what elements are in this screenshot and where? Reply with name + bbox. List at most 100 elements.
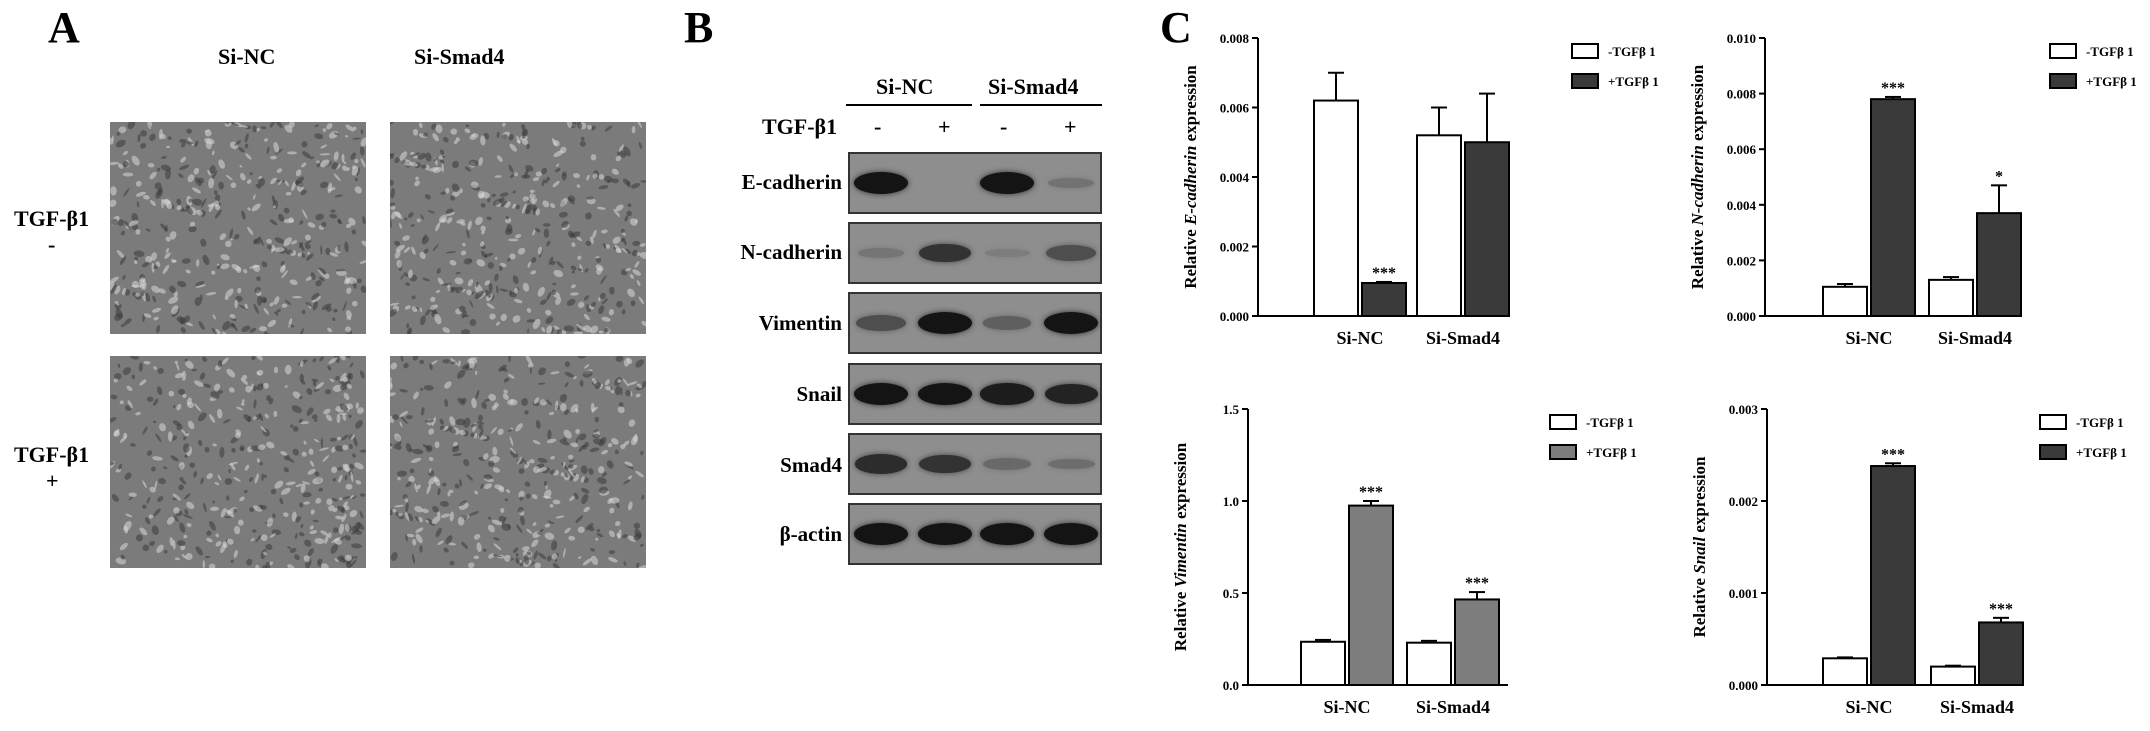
blot-protein-label: β-actin	[779, 522, 842, 546]
blot-band	[1047, 458, 1095, 470]
y-tick-label: 0.002	[1729, 494, 1758, 509]
bar	[1416, 134, 1462, 317]
legend-swatch	[1549, 444, 1577, 460]
blot-group-label-si-smad4: Si-Smad4	[988, 74, 1079, 99]
blot-band	[918, 312, 972, 334]
blot-band	[982, 316, 1032, 330]
bar	[1978, 621, 2024, 687]
y-axis-label: Relative Snail expression	[1690, 456, 1709, 638]
blot-protein-label: Snail	[796, 382, 842, 406]
significance-label: ***	[1881, 80, 1905, 97]
blot-band	[1044, 383, 1098, 405]
legend-label: +TGFβ 1	[2076, 445, 2127, 460]
y-tick-label: 0.004	[1220, 170, 1250, 185]
legend-label: +TGFβ 1	[1586, 445, 1637, 460]
legend-swatch	[1571, 43, 1599, 59]
bar	[1348, 504, 1394, 686]
blot-band	[854, 383, 908, 405]
panel-letter-b: B	[684, 3, 714, 52]
blot-band	[919, 454, 971, 474]
panel-letter-c: C	[1160, 3, 1192, 52]
blot-band	[980, 523, 1034, 545]
row-label-treatment: TGF-β1	[14, 206, 90, 231]
significance-label: ***	[1372, 265, 1396, 282]
x-category-label: Si-Smad4	[1938, 328, 2012, 348]
blot-band	[984, 249, 1030, 257]
legend-swatch	[1571, 73, 1599, 89]
x-category-label: Si-NC	[1323, 697, 1370, 717]
y-tick-label: 0.002	[1220, 240, 1249, 255]
blot-strip	[848, 503, 1102, 565]
y-tick-label: 1.5	[1223, 402, 1240, 417]
y-tick-label: 0.010	[1727, 31, 1756, 46]
y-tick-label: 0.008	[1727, 87, 1757, 102]
blot-band	[854, 523, 908, 545]
row-sign-plus: +	[46, 468, 59, 493]
legend-label: -TGFβ 1	[1586, 415, 1634, 430]
lane-sign: -	[1000, 114, 1008, 139]
bar	[1928, 278, 1974, 317]
legend-label: -TGFβ 1	[2086, 44, 2134, 59]
y-tick-label: 0.5	[1223, 586, 1240, 601]
x-category-label: Si-NC	[1845, 328, 1892, 348]
group-underline	[846, 104, 972, 106]
bar	[1300, 640, 1346, 687]
blot-strip	[848, 433, 1102, 495]
x-category-label: Si-Smad4	[1940, 697, 2014, 717]
bar	[1361, 281, 1407, 317]
legend-label: +TGFβ 1	[1608, 74, 1659, 89]
y-tick-label: 1.0	[1223, 494, 1239, 509]
y-tick-label: 0.008	[1220, 31, 1250, 46]
y-tick-label: 0.002	[1727, 253, 1756, 268]
y-tick-label: 0.003	[1729, 402, 1759, 417]
micrograph-image	[386, 116, 650, 338]
treatment-label: TGF-β1	[762, 114, 838, 139]
x-category-label: Si-Smad4	[1426, 328, 1500, 348]
micrograph-image	[107, 118, 370, 339]
bar	[1313, 99, 1359, 317]
column-label-si-smad4: Si-Smad4	[414, 44, 505, 69]
blot-group-label-si-nc: Si-NC	[876, 74, 934, 99]
x-category-label: Si-NC	[1845, 697, 1892, 717]
y-axis-label: Relative Vimentin expression	[1171, 442, 1190, 651]
y-tick-label: 0.0	[1223, 678, 1239, 693]
y-tick-label: 0.006	[1727, 142, 1757, 157]
blot-band	[1046, 245, 1096, 261]
significance-label: ***	[1989, 601, 2013, 618]
legend-swatch	[2039, 414, 2067, 430]
blot-band	[1047, 178, 1095, 188]
legend-swatch	[2049, 43, 2077, 59]
legend-swatch	[1549, 414, 1577, 430]
blot-strip	[848, 152, 1102, 214]
significance-label: *	[1995, 168, 2003, 185]
bar	[1406, 641, 1452, 686]
legend-label: +TGFβ 1	[2086, 74, 2137, 89]
y-tick-label: 0.004	[1727, 198, 1757, 213]
blot-band	[1044, 312, 1098, 334]
micrograph-image	[108, 353, 367, 572]
lane-sign: +	[1064, 114, 1077, 139]
blot-protein-label: Vimentin	[758, 311, 842, 335]
micrograph-texture	[386, 116, 650, 338]
y-tick-label: 0.000	[1727, 309, 1756, 324]
x-category-label: Si-Smad4	[1416, 697, 1490, 717]
micrograph-image	[385, 353, 648, 571]
blot-strip	[848, 363, 1102, 425]
blot-protein-label: E-cadherin	[741, 170, 842, 194]
legend-label: -TGFβ 1	[2076, 415, 2124, 430]
bar	[1822, 657, 1868, 687]
blot-band	[858, 248, 904, 258]
bar	[1976, 212, 2022, 317]
significance-label: ***	[1359, 484, 1383, 501]
row-sign-minus: -	[48, 232, 56, 257]
blot-band	[856, 315, 906, 331]
bar	[1870, 98, 1916, 317]
blot-band	[918, 383, 972, 405]
bar	[1464, 141, 1510, 317]
blot-band	[983, 458, 1031, 470]
group-underline	[980, 104, 1102, 106]
bar	[1454, 598, 1500, 686]
y-tick-label: 0.001	[1729, 586, 1758, 601]
panel-letter-a: A	[48, 3, 80, 52]
lane-sign: +	[938, 114, 951, 139]
